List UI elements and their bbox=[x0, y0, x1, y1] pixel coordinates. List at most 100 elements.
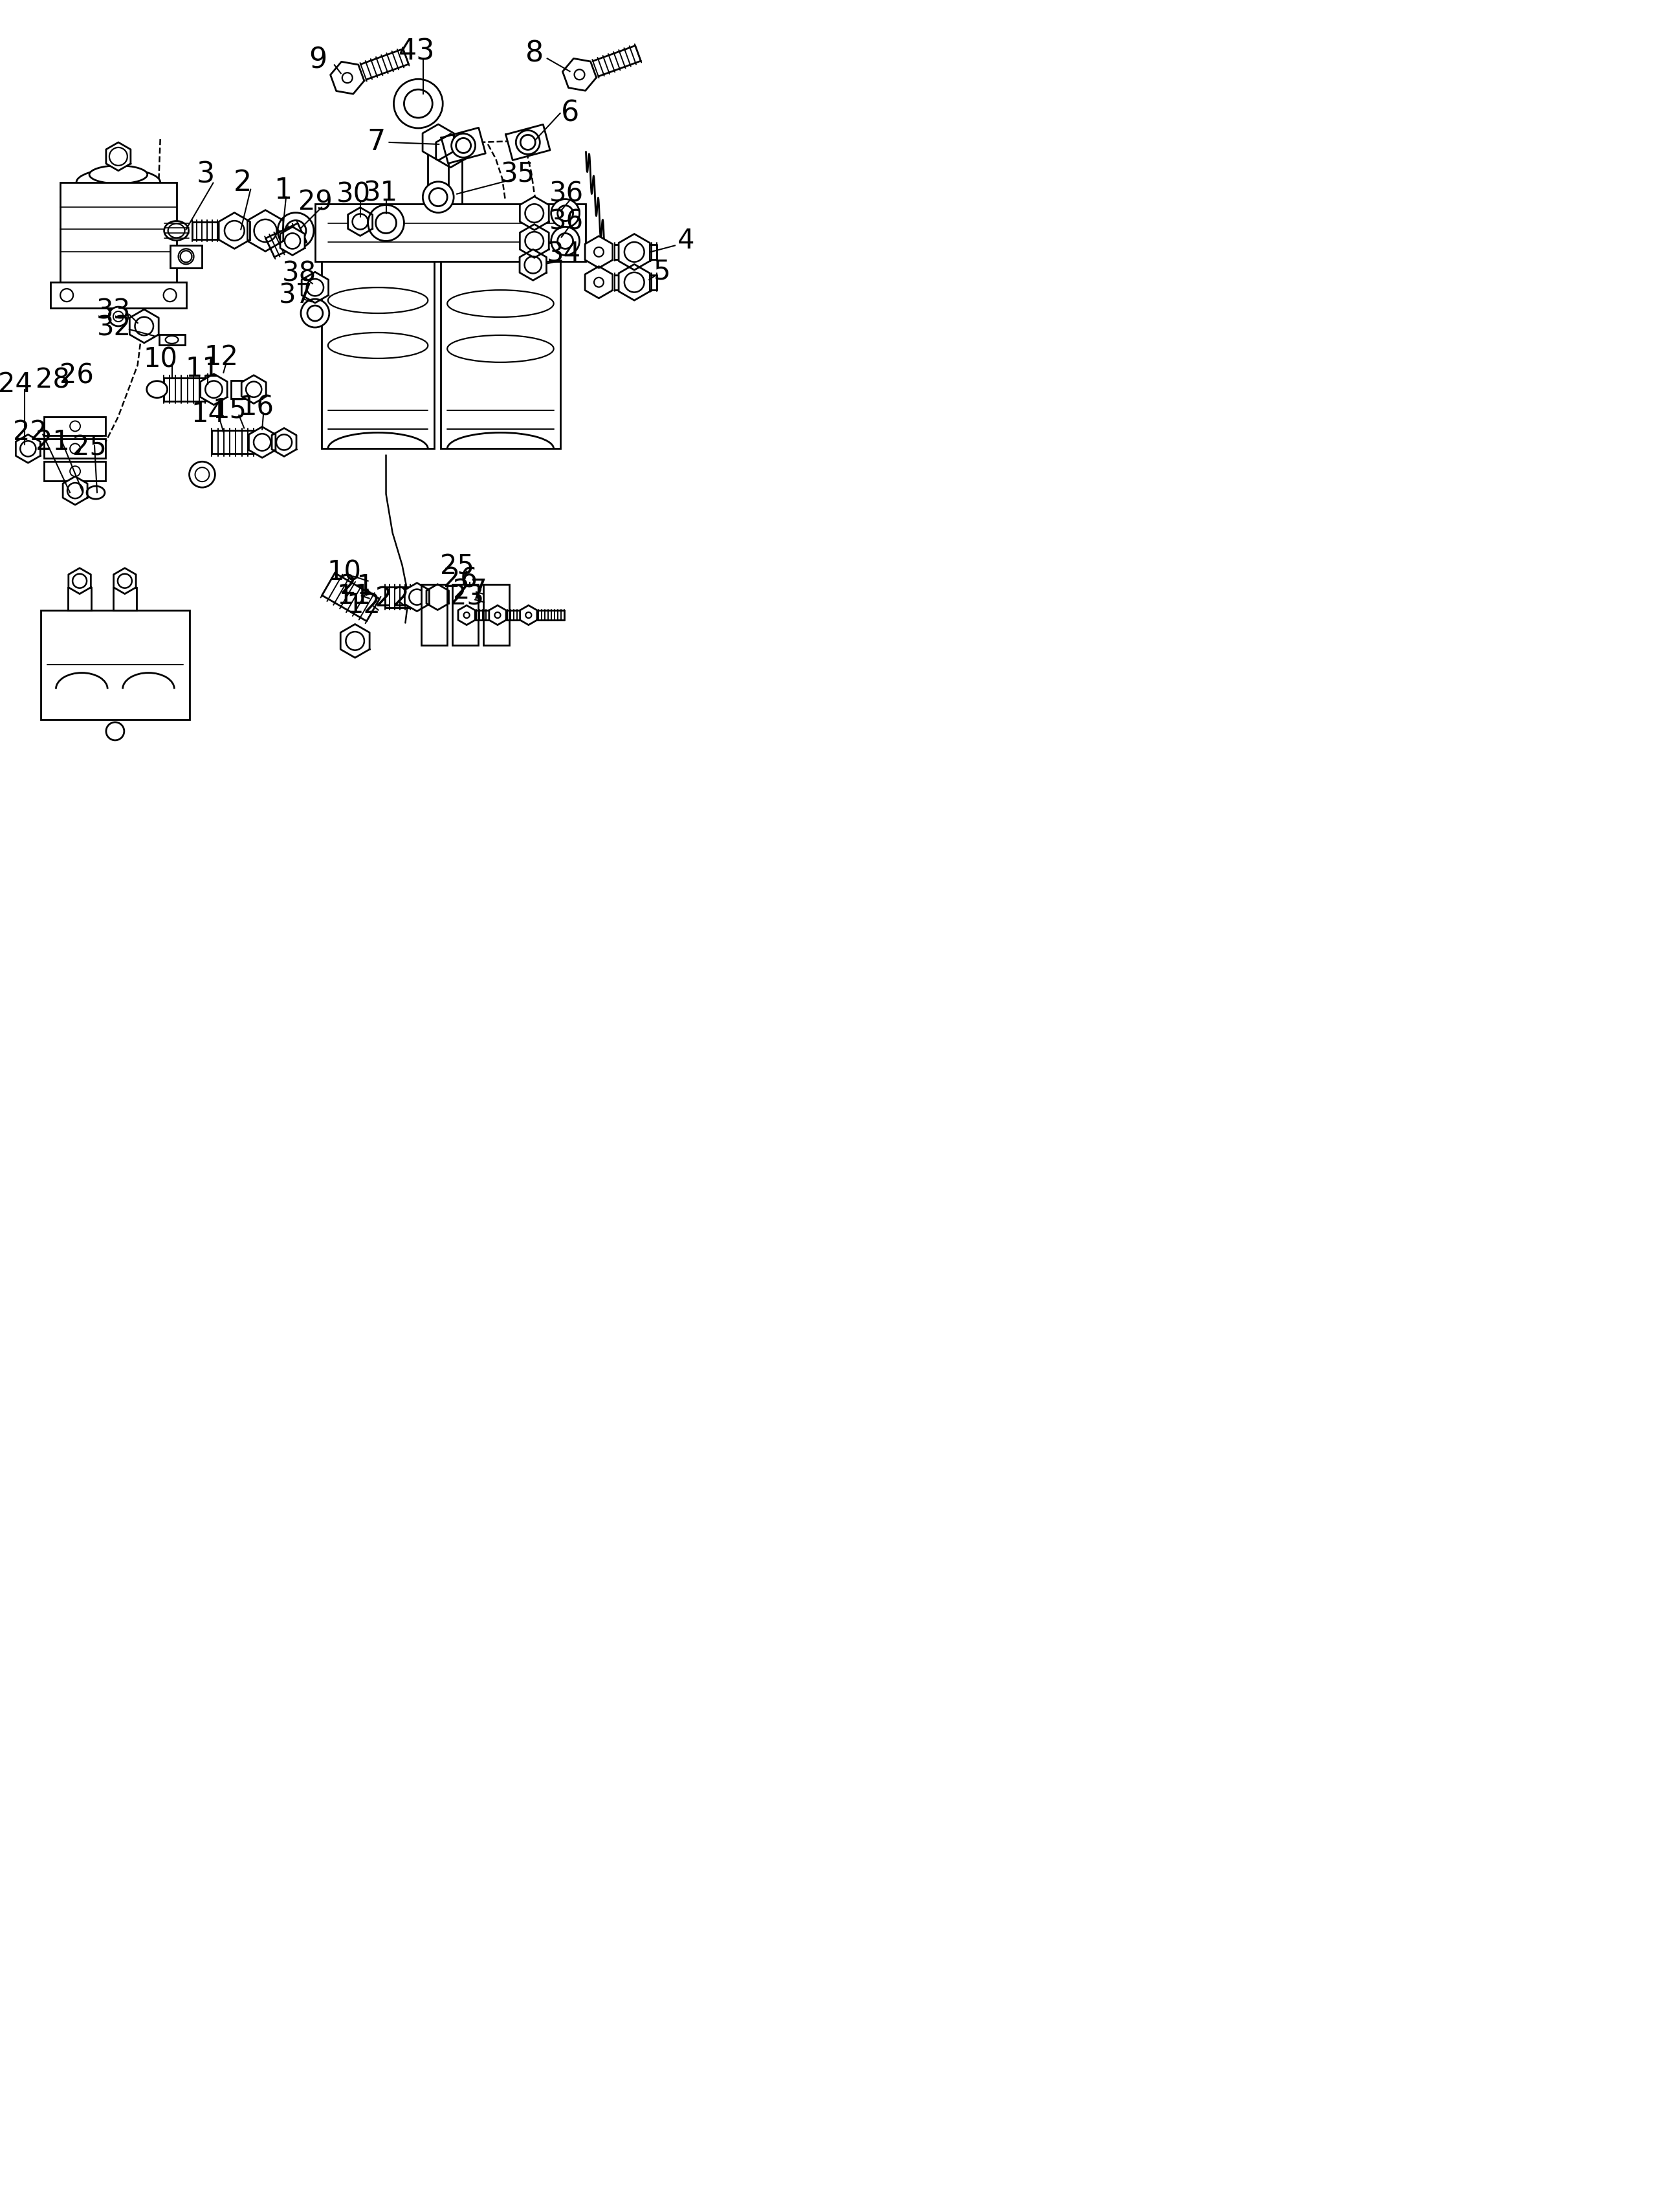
Text: 25: 25 bbox=[439, 553, 474, 580]
Ellipse shape bbox=[146, 380, 168, 398]
Bar bbox=[50, 283, 186, 307]
Circle shape bbox=[557, 232, 574, 248]
Circle shape bbox=[254, 219, 276, 241]
Text: 21: 21 bbox=[339, 573, 374, 599]
Circle shape bbox=[550, 199, 579, 228]
Ellipse shape bbox=[168, 223, 185, 237]
Circle shape bbox=[526, 204, 544, 223]
Circle shape bbox=[225, 221, 244, 241]
Ellipse shape bbox=[494, 613, 501, 617]
Circle shape bbox=[624, 272, 644, 292]
Circle shape bbox=[346, 633, 364, 650]
Polygon shape bbox=[489, 606, 506, 626]
Circle shape bbox=[353, 215, 368, 230]
Circle shape bbox=[110, 148, 128, 166]
Text: 38: 38 bbox=[281, 259, 316, 288]
Circle shape bbox=[524, 257, 542, 274]
Ellipse shape bbox=[86, 487, 105, 500]
Circle shape bbox=[284, 232, 301, 248]
Text: 35: 35 bbox=[501, 161, 535, 188]
Polygon shape bbox=[519, 250, 547, 281]
Bar bbox=[113, 588, 136, 611]
Text: 30: 30 bbox=[336, 181, 371, 208]
Text: 37: 37 bbox=[279, 281, 313, 310]
Text: 21: 21 bbox=[35, 429, 70, 456]
Polygon shape bbox=[585, 265, 612, 299]
Polygon shape bbox=[331, 62, 364, 93]
Bar bbox=[321, 261, 434, 449]
Text: 10: 10 bbox=[328, 560, 361, 586]
Text: 28: 28 bbox=[35, 367, 70, 394]
Circle shape bbox=[521, 135, 535, 150]
Ellipse shape bbox=[464, 613, 469, 617]
Circle shape bbox=[67, 482, 83, 498]
Ellipse shape bbox=[447, 290, 554, 316]
Circle shape bbox=[195, 467, 210, 482]
Text: 6: 6 bbox=[560, 100, 579, 128]
Circle shape bbox=[368, 206, 404, 241]
Circle shape bbox=[624, 241, 644, 261]
Polygon shape bbox=[521, 606, 537, 626]
Polygon shape bbox=[200, 374, 228, 405]
Ellipse shape bbox=[574, 69, 585, 80]
Text: 15: 15 bbox=[213, 396, 248, 425]
Circle shape bbox=[163, 290, 176, 301]
Circle shape bbox=[394, 80, 442, 128]
Polygon shape bbox=[585, 237, 612, 268]
Polygon shape bbox=[106, 142, 131, 170]
Bar bbox=[484, 584, 509, 646]
Circle shape bbox=[118, 573, 131, 588]
Text: 24: 24 bbox=[0, 372, 32, 398]
Bar bbox=[439, 159, 462, 204]
Circle shape bbox=[73, 573, 86, 588]
Polygon shape bbox=[301, 272, 329, 303]
Circle shape bbox=[557, 206, 574, 221]
Circle shape bbox=[550, 228, 579, 254]
Circle shape bbox=[60, 290, 73, 301]
Polygon shape bbox=[241, 376, 266, 403]
Polygon shape bbox=[348, 208, 373, 237]
Text: 10: 10 bbox=[143, 345, 178, 374]
Polygon shape bbox=[15, 434, 40, 462]
Ellipse shape bbox=[451, 133, 476, 157]
Text: 8: 8 bbox=[526, 40, 544, 69]
Circle shape bbox=[70, 445, 80, 453]
Circle shape bbox=[286, 221, 306, 241]
Ellipse shape bbox=[343, 73, 353, 84]
Polygon shape bbox=[341, 624, 369, 657]
Polygon shape bbox=[220, 212, 249, 248]
Ellipse shape bbox=[447, 336, 554, 363]
Circle shape bbox=[190, 462, 215, 487]
Polygon shape bbox=[130, 310, 158, 343]
Text: 23: 23 bbox=[449, 584, 484, 611]
Text: 1: 1 bbox=[274, 177, 293, 206]
Polygon shape bbox=[248, 210, 283, 252]
Text: 12: 12 bbox=[346, 591, 381, 619]
Text: 7: 7 bbox=[368, 128, 386, 157]
Text: 36: 36 bbox=[549, 181, 584, 208]
Circle shape bbox=[106, 721, 125, 741]
Text: 31: 31 bbox=[364, 179, 397, 208]
Polygon shape bbox=[619, 263, 650, 301]
Text: 14: 14 bbox=[191, 400, 226, 427]
Ellipse shape bbox=[526, 613, 532, 617]
Text: 25: 25 bbox=[72, 434, 106, 460]
Polygon shape bbox=[426, 584, 449, 611]
Circle shape bbox=[429, 188, 447, 206]
Text: 11: 11 bbox=[336, 582, 371, 608]
Bar bbox=[45, 416, 105, 436]
Ellipse shape bbox=[328, 332, 427, 358]
Polygon shape bbox=[404, 584, 429, 611]
Text: 12: 12 bbox=[205, 343, 239, 372]
Polygon shape bbox=[63, 476, 88, 504]
Bar bbox=[421, 584, 447, 646]
Circle shape bbox=[409, 588, 424, 604]
Circle shape bbox=[278, 212, 314, 248]
Bar bbox=[170, 246, 203, 268]
Text: 22: 22 bbox=[13, 418, 47, 447]
Polygon shape bbox=[457, 606, 476, 626]
Circle shape bbox=[404, 88, 432, 117]
Circle shape bbox=[254, 434, 271, 451]
Circle shape bbox=[178, 248, 195, 263]
Text: 27: 27 bbox=[452, 577, 487, 604]
